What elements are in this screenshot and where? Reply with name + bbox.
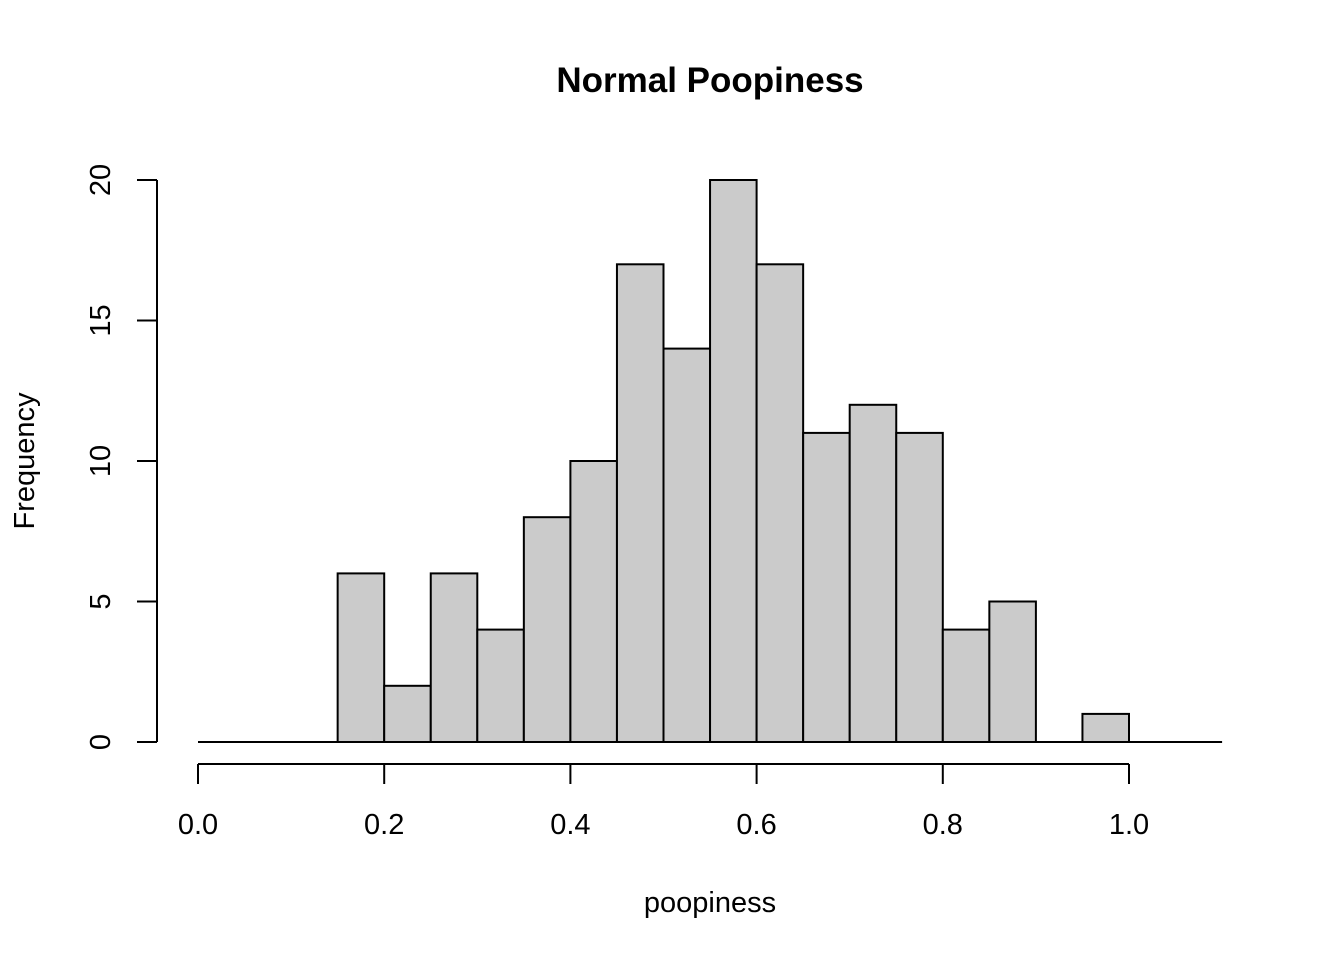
y-tick-label-1: 5 xyxy=(85,593,117,609)
x-tick-label-2: 0.4 xyxy=(550,809,590,841)
histogram-bar-7 xyxy=(522,516,572,744)
histogram-bar-4 xyxy=(383,684,432,743)
y-tick-label-0: 0 xyxy=(85,734,117,750)
y-axis-label: Frequency xyxy=(9,392,41,530)
x-axis-label: poopiness xyxy=(644,887,776,919)
y-axis: 0 5 10 15 20 xyxy=(85,164,158,750)
x-tick-label-5: 1.0 xyxy=(1109,809,1149,841)
histogram-bar-16 xyxy=(941,628,991,743)
histogram-bar-17 xyxy=(988,600,1037,743)
histogram-bar-10 xyxy=(662,347,712,743)
x-tick-label-4: 0.8 xyxy=(923,809,963,841)
histogram-bar-3 xyxy=(336,572,386,744)
y-tick-label-4: 20 xyxy=(85,164,117,196)
x-tick-label-3: 0.6 xyxy=(736,809,776,841)
histogram-bar-8 xyxy=(569,460,618,743)
chart-title: Normal Poopiness xyxy=(556,61,863,100)
histogram-bar-9 xyxy=(615,263,665,743)
x-tick-label-1: 0.2 xyxy=(364,809,404,841)
histogram-bar-5 xyxy=(429,572,479,744)
x-axis: 0.0 0.2 0.4 0.6 0.8 1.0 xyxy=(178,763,1149,841)
bars-group xyxy=(336,179,1130,744)
histogram-bar-15 xyxy=(895,431,944,743)
histogram-bar-12 xyxy=(755,263,805,743)
histogram-bar-19 xyxy=(1081,712,1130,744)
histogram-bar-14 xyxy=(848,403,898,743)
histogram-bar-13 xyxy=(802,431,851,743)
histogram-bar-11 xyxy=(709,179,758,743)
histogram-bar-6 xyxy=(476,628,525,743)
x-tick-label-0: 0.0 xyxy=(178,809,218,841)
y-tick-label-2: 10 xyxy=(85,445,117,477)
y-tick-label-3: 15 xyxy=(85,304,117,336)
